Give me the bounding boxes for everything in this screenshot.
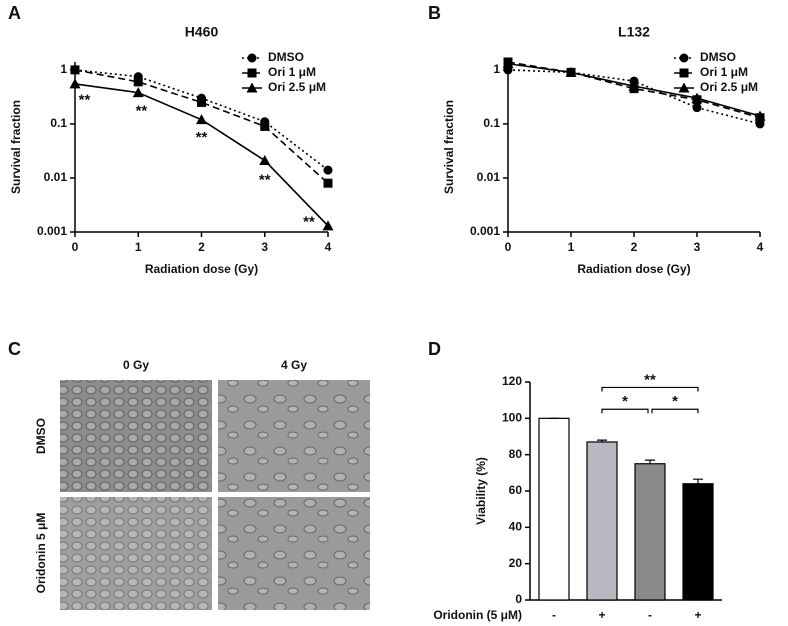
error-bar [597,439,607,442]
series-line [74,69,329,184]
significance-label: * [622,393,628,410]
marker [754,110,766,121]
x-axis-label: Radiation dose (Gy) [577,262,690,276]
annotation: ** [303,213,315,230]
y-axis-label: Viability (%) [474,457,488,525]
micrograph [60,497,212,610]
marker [69,78,81,89]
y-tick-label: 0 [515,592,522,606]
marker [679,68,689,78]
legend-label: DMSO [700,50,736,64]
x-tick-label: 0 [505,240,512,254]
x-tick-label: 4 [325,240,332,254]
marker [679,53,689,63]
marker [628,80,640,91]
legend-label: Ori 2.5 μM [268,80,326,94]
condition-value: + [598,608,605,622]
annotation: ** [136,102,148,119]
panel-label: C [8,339,21,359]
micrograph [218,497,370,610]
column-label: 0 Gy [123,358,149,372]
marker [197,97,206,107]
annotation: ** [196,129,208,146]
significance-bracket [601,386,699,392]
legend-label: Ori 1 μM [268,65,316,79]
marker [565,66,577,77]
condition-value: + [694,608,701,622]
x-tick-label: 0 [72,240,79,254]
y-tick-label: 0.1 [483,116,500,130]
marker [323,178,333,188]
y-tick-label: 80 [509,447,523,461]
significance-label: ** [644,371,656,388]
y-tick-label: 40 [509,520,523,534]
series-line [507,61,761,119]
row-label: Oridonin 5 μM [34,513,48,594]
significance-bracket [601,408,649,414]
column-label: 4 Gy [281,358,307,372]
marker [196,114,207,125]
y-tick-label: 0.1 [50,116,67,130]
micrograph [218,380,370,492]
legend-label: DMSO [268,50,304,64]
x-tick-label: 4 [757,240,764,254]
condition-value: - [648,608,652,622]
marker [692,103,702,113]
bar [682,483,714,601]
panel-label: B [428,3,441,23]
marker [260,121,270,131]
y-tick-label: 0.001 [37,224,67,238]
legend-label: Ori 2.5 μM [700,80,758,94]
x-tick-label: 1 [135,240,142,254]
bar [634,463,666,601]
significance-bracket [651,408,699,414]
y-axis-label: Survival fraction [442,100,456,194]
marker [133,77,143,87]
x-tick-label: 2 [198,240,205,254]
marker [691,92,703,103]
marker [323,165,333,175]
marker [678,82,690,93]
y-tick-label: 120 [502,374,522,388]
annotation: ** [259,171,271,188]
y-tick-label: 20 [509,556,523,570]
marker [247,68,257,78]
micrograph [60,380,212,492]
x-tick-label: 1 [568,240,575,254]
y-tick-label: 100 [502,411,522,425]
condition-value: - [552,608,556,622]
chart-title: L132 [618,24,650,40]
y-axis-label: Survival fraction [9,100,23,194]
bar [586,441,618,601]
marker [247,53,257,63]
y-tick-label: 1 [60,62,67,76]
marker [246,82,258,93]
bar [538,417,570,601]
y-tick-label: 1 [493,62,500,76]
marker [132,87,144,98]
marker [502,58,514,69]
legend-label: Ori 1 μM [700,65,748,79]
x-tick-label: 3 [694,240,701,254]
x-tick-label: 3 [261,240,268,254]
error-bar [645,459,655,464]
x-tick-label: 2 [631,240,638,254]
y-tick-label: 0.001 [470,224,500,238]
annotation: ** [79,92,91,109]
condition-label: Oridonin (5 μM) [433,608,522,622]
marker [70,65,80,75]
chart-title: H460 [185,24,219,40]
marker [259,155,271,166]
marker [322,220,334,231]
significance-label: * [672,393,678,410]
x-axis-label: Radiation dose (Gy) [145,262,258,276]
panel-label: D [428,339,441,359]
y-tick-label: 0.01 [477,170,501,184]
row-label: DMSO [34,418,48,454]
panel-label: A [8,3,21,23]
y-tick-label: 0.01 [44,170,68,184]
error-bar [693,478,703,484]
y-tick-label: 60 [509,483,523,497]
